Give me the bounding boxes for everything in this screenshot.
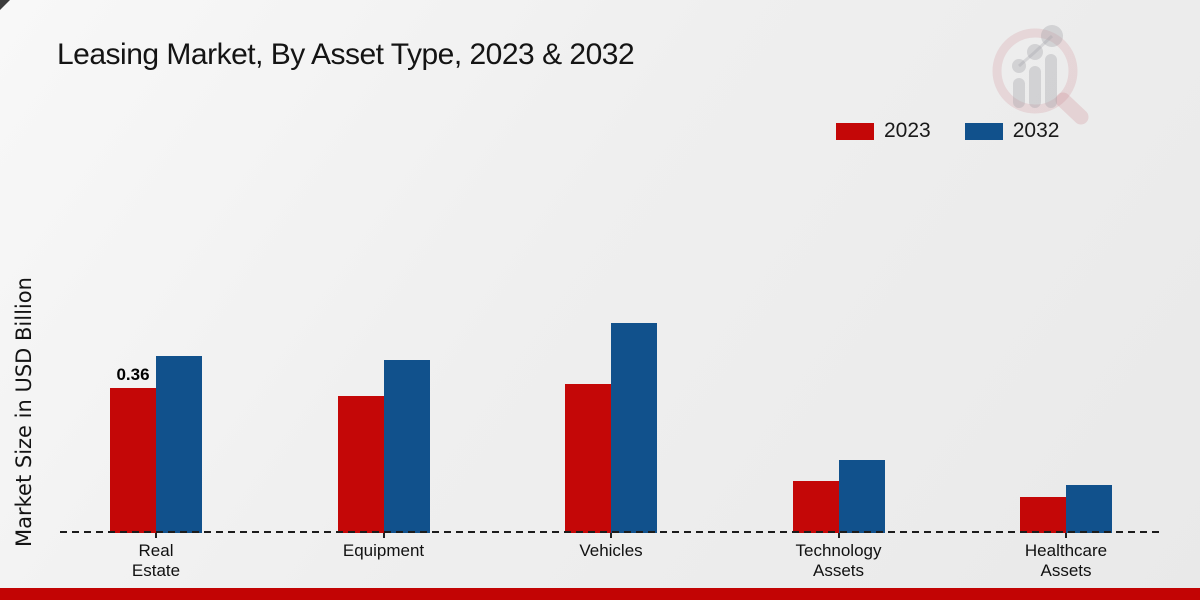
x-axis-baseline	[60, 531, 1160, 533]
bar-2032-equipment	[383, 360, 430, 533]
x-category-label: Vehicles	[579, 541, 643, 560]
chart-title: Leasing Market, By Asset Type, 2023 & 20…	[57, 38, 635, 71]
bar-2023-equipment	[337, 396, 384, 533]
bar-2023-real-estate	[110, 388, 156, 533]
x-axis-tick	[155, 533, 157, 538]
legend: 2023 2032	[836, 119, 1059, 143]
legend-label-2032: 2032	[1012, 119, 1060, 142]
bar-2032-real-estate	[156, 356, 202, 533]
legend-label-2023: 2023	[884, 119, 931, 142]
x-category-label: Equipment	[342, 541, 425, 560]
corner-accent	[0, 0, 10, 10]
bar-2032-vehicles	[611, 323, 657, 533]
x-category-label: Technology Assets	[795, 541, 882, 580]
x-category-label: Healthcare Assets	[1024, 541, 1108, 580]
x-category-label: Real Estate	[131, 541, 181, 580]
bar-2032-technology-assets	[838, 460, 885, 533]
x-axis-tick	[382, 533, 385, 538]
bar-2023-healthcare-assets	[1020, 497, 1066, 533]
legend-item-2032: 2032	[964, 119, 1060, 143]
x-axis-tick	[1065, 533, 1067, 538]
bar-value-label: 0.36	[116, 365, 150, 384]
legend-swatch-2032	[964, 122, 1003, 140]
footer-bar	[0, 588, 1200, 600]
market-research-future-logo	[992, 25, 1089, 125]
legend-item-2023: 2023	[836, 119, 931, 143]
bar-2023-technology-assets	[792, 481, 839, 533]
x-axis-tick	[837, 533, 840, 538]
bar-2023-vehicles	[565, 384, 611, 533]
legend-swatch-2023	[836, 122, 874, 140]
x-axis-tick	[610, 533, 612, 538]
bar-2032-healthcare-assets	[1066, 485, 1112, 533]
